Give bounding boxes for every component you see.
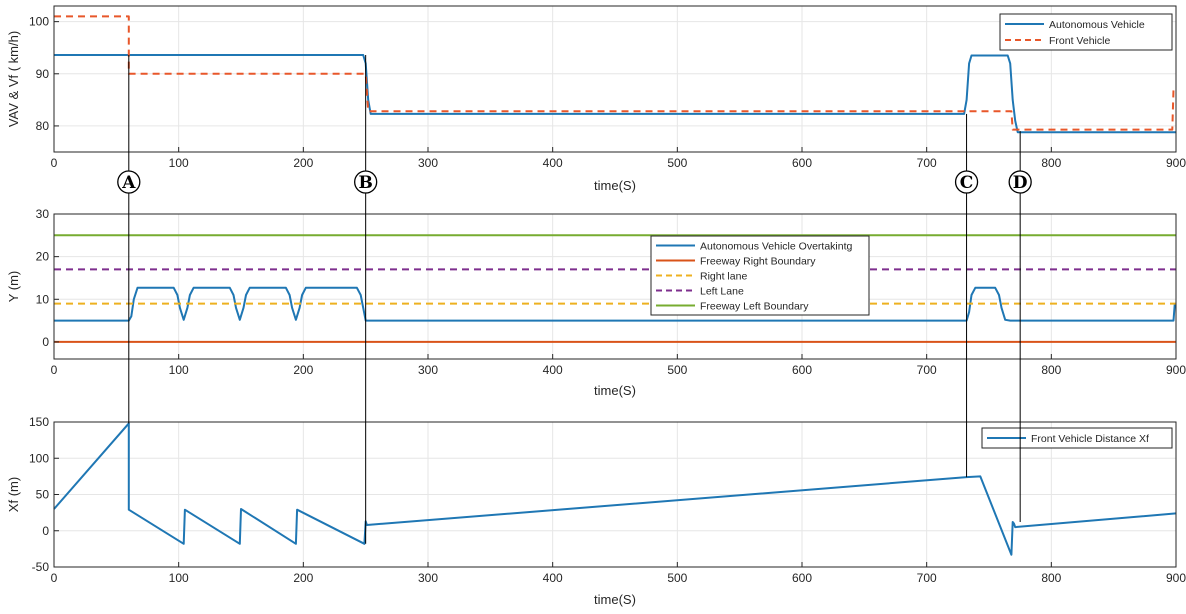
y-tick-label: -50: [32, 560, 50, 574]
series-line-1-1: [54, 54, 1176, 134]
x-tick-label: 400: [543, 571, 563, 585]
marker-circle-A: [117, 170, 141, 194]
y-tick-label: 20: [36, 250, 50, 264]
x-tick-label: 900: [1166, 571, 1186, 585]
series-line-1-2: [54, 15, 1175, 131]
x-tick-label: 100: [169, 363, 189, 377]
x-axis-label: time(S): [594, 383, 636, 398]
marker-label-B: B: [358, 173, 372, 193]
legend-label: Autonomous Vehicle Overtakintg: [700, 241, 852, 253]
legend-box: [999, 13, 1173, 51]
x-tick-label: 400: [543, 363, 563, 377]
x-tick-label: 0: [51, 156, 58, 170]
x-tick-label: 900: [1166, 156, 1186, 170]
y-axis-label: Y (m): [6, 271, 21, 303]
x-tick-label: 200: [293, 363, 313, 377]
x-tick-label: 500: [667, 156, 687, 170]
marker-circle-D: [1008, 170, 1032, 194]
x-tick-label: 300: [418, 571, 438, 585]
y-tick-label: 80: [36, 119, 50, 133]
x-tick-label: 600: [792, 363, 812, 377]
x-tick-label: 200: [293, 156, 313, 170]
x-tick-label: 200: [293, 571, 313, 585]
axes-box-1: [53, 5, 1177, 153]
series-line-3-1: [53, 422, 1177, 556]
axes-box-2: [53, 213, 1177, 360]
y-axis-label: VAV & Vf ( km/h): [6, 31, 21, 127]
y-tick-label: 0: [42, 335, 49, 349]
legend-label: Left Lane: [700, 286, 744, 298]
legend-label: Front Vehicle Distance Xf: [1031, 433, 1149, 445]
marker-label-D: D: [1013, 173, 1028, 193]
marker-circle-C: [954, 170, 979, 194]
x-tick-label: 900: [1166, 363, 1186, 377]
x-axis-label: time(S): [594, 592, 636, 607]
x-tick-label: 700: [917, 156, 937, 170]
x-tick-label: 600: [792, 571, 812, 585]
y-tick-label: 10: [36, 292, 50, 306]
x-tick-label: 400: [543, 156, 563, 170]
x-tick-label: 300: [418, 363, 438, 377]
x-tick-label: 100: [169, 571, 189, 585]
y-tick-label: 30: [36, 207, 50, 221]
marker-circle-B: [354, 170, 378, 194]
y-tick-label: 90: [36, 67, 50, 81]
legend-label: Front Vehicle: [1049, 35, 1110, 47]
marker-label-A: A: [121, 173, 136, 193]
legend-label: Freeway Left Boundary: [700, 301, 809, 313]
x-tick-label: 800: [1041, 571, 1061, 585]
x-tick-label: 600: [792, 156, 812, 170]
y-tick-label: 100: [29, 451, 49, 465]
x-axis-label: time(S): [594, 178, 636, 193]
x-tick-label: 700: [917, 363, 937, 377]
x-tick-label: 300: [418, 156, 438, 170]
x-tick-label: 700: [917, 571, 937, 585]
x-tick-label: 0: [51, 363, 58, 377]
y-tick-label: 50: [36, 488, 50, 502]
legend-label: Right lane: [700, 271, 747, 283]
x-tick-label: 800: [1041, 363, 1061, 377]
legend-box: [981, 427, 1173, 449]
x-tick-label: 0: [51, 571, 58, 585]
x-tick-label: 800: [1041, 156, 1061, 170]
x-tick-label: 100: [169, 156, 189, 170]
y-tick-label: 150: [29, 415, 49, 429]
y-tick-label: 0: [42, 524, 49, 538]
x-tick-label: 500: [667, 571, 687, 585]
marker-label-C: C: [960, 173, 974, 193]
legend-label: Autonomous Vehicle: [1049, 19, 1145, 31]
y-tick-label: 100: [29, 15, 49, 29]
y-axis-label: Xf (m): [6, 477, 21, 512]
legend-label: Freeway Right Boundary: [700, 256, 816, 268]
x-tick-label: 500: [667, 363, 687, 377]
plot-area-2: [54, 214, 1176, 359]
plot-area-1: [54, 6, 1176, 152]
